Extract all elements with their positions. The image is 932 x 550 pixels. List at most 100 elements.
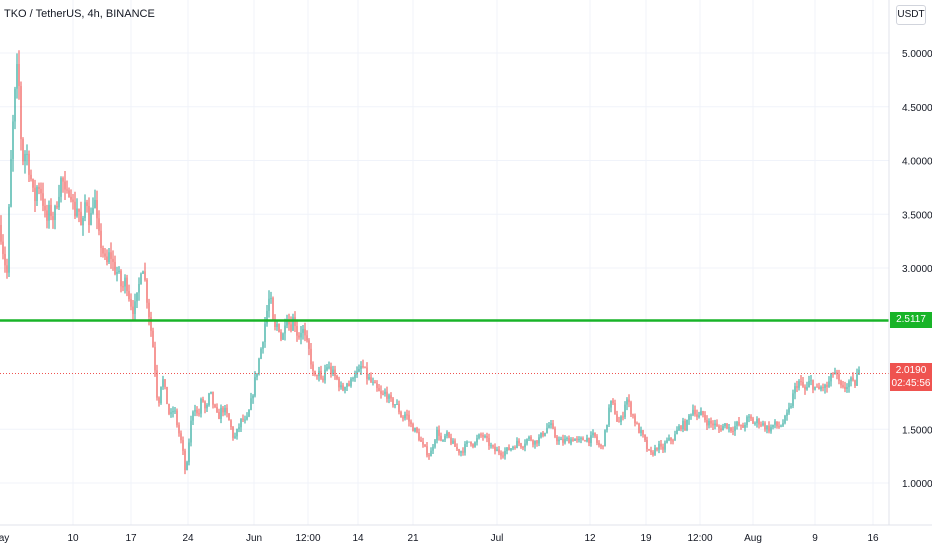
candle-body: [286, 321, 288, 326]
candle-body: [562, 439, 564, 443]
candle-body: [750, 416, 752, 419]
candle-body: [522, 447, 524, 449]
candle-body: [542, 432, 544, 436]
candle-body: [320, 370, 322, 379]
bar-countdown: 02:45:56: [891, 378, 931, 389]
price-tick-label: 4.0000: [902, 157, 932, 168]
candle-body: [476, 438, 478, 443]
candle-body: [588, 437, 590, 444]
candle-body: [816, 386, 818, 388]
candle-body: [520, 443, 522, 448]
candle-body: [56, 206, 58, 208]
candle-body: [536, 440, 538, 444]
candle-body: [628, 399, 630, 403]
candle-body: [262, 342, 264, 349]
candle-body: [454, 440, 456, 447]
candle-body: [112, 258, 114, 262]
time-tick-label: Aug: [744, 533, 762, 544]
candle-body: [336, 375, 338, 379]
price-axis-labels[interactable]: 5.0000 4.5000 4.0000 3.5000 3.0000 1.5000 1.00…: [902, 49, 932, 490]
candle-body: [160, 386, 162, 404]
candle-body: [824, 384, 826, 389]
candle-body: [382, 393, 384, 395]
candle-body: [556, 436, 558, 442]
candle-body: [740, 425, 742, 427]
candle-body: [794, 386, 796, 394]
time-tick-label: 9: [812, 533, 818, 544]
candle-body: [250, 398, 252, 410]
candle-body: [260, 348, 262, 359]
candle-body: [532, 440, 534, 445]
candle-body: [292, 317, 294, 331]
candle-body: [746, 417, 748, 425]
candle-body: [114, 261, 116, 274]
price-tick-label: 1.5000: [902, 425, 932, 436]
candle-body: [214, 404, 216, 407]
candle-body: [800, 381, 802, 383]
candle-body: [700, 411, 702, 416]
candle-body: [266, 310, 268, 324]
candle-body: [74, 201, 76, 217]
price-tick-label: 4.5000: [902, 103, 932, 114]
chart-grid: [0, 0, 889, 525]
candle-body: [158, 397, 160, 404]
candle-body: [728, 427, 730, 429]
candle-body: [590, 435, 592, 444]
candle-body: [322, 378, 324, 381]
candle-body: [144, 271, 146, 280]
candle-body: [642, 430, 644, 435]
candle-body: [580, 438, 582, 440]
candle-body: [42, 193, 44, 206]
candle-body: [86, 202, 88, 206]
candle-body: [134, 301, 136, 315]
candle-body: [748, 416, 750, 418]
time-axis-labels[interactable]: ay 10 17 24 Jun 12:00 14 21 Jul 12 19 12:00 Aug 9 16: [0, 533, 879, 544]
currency-button[interactable]: USDT: [896, 5, 926, 25]
candle-body: [578, 439, 580, 441]
candle-body: [786, 412, 788, 416]
candle-body: [244, 419, 246, 421]
candle-body: [38, 187, 40, 189]
candle-body: [432, 446, 434, 451]
candle-body: [756, 419, 758, 424]
candle-body: [0, 225, 2, 242]
candle-body: [2, 241, 4, 254]
candle-body: [96, 200, 98, 219]
candle-body: [50, 204, 52, 217]
candle-body: [576, 438, 578, 440]
candle-body: [368, 377, 370, 379]
candle-body: [688, 415, 690, 420]
candle-body: [778, 426, 780, 428]
candle-body: [814, 386, 816, 390]
candle-body: [500, 452, 502, 456]
candle-body: [560, 439, 562, 441]
candle-body: [540, 432, 542, 438]
candle-body: [108, 252, 110, 263]
candle-body: [592, 432, 594, 436]
candle-body: [780, 425, 782, 427]
candle-body: [394, 404, 396, 406]
candle-body: [204, 401, 206, 409]
time-tick-label: 12:00: [687, 533, 712, 544]
candle-body: [438, 429, 440, 436]
candle-body: [626, 399, 628, 405]
time-tick-label: 14: [352, 533, 364, 544]
candle-body: [46, 210, 48, 221]
candle-body: [784, 415, 786, 424]
candle-body: [60, 178, 62, 197]
candle-body: [330, 366, 332, 375]
candle-body: [772, 424, 774, 428]
candle-body: [300, 332, 302, 338]
candle-body: [568, 438, 570, 444]
candle-body: [410, 421, 412, 425]
candle-body: [104, 253, 106, 257]
candle-body: [400, 412, 402, 418]
candle-body: [490, 445, 492, 447]
candle-body: [14, 88, 16, 122]
candle-body: [236, 428, 238, 437]
last-price-tag: 2.0190 02:45:56: [890, 363, 932, 391]
candle-body: [166, 386, 168, 405]
candle-body: [176, 410, 178, 426]
candle-body: [198, 413, 200, 415]
